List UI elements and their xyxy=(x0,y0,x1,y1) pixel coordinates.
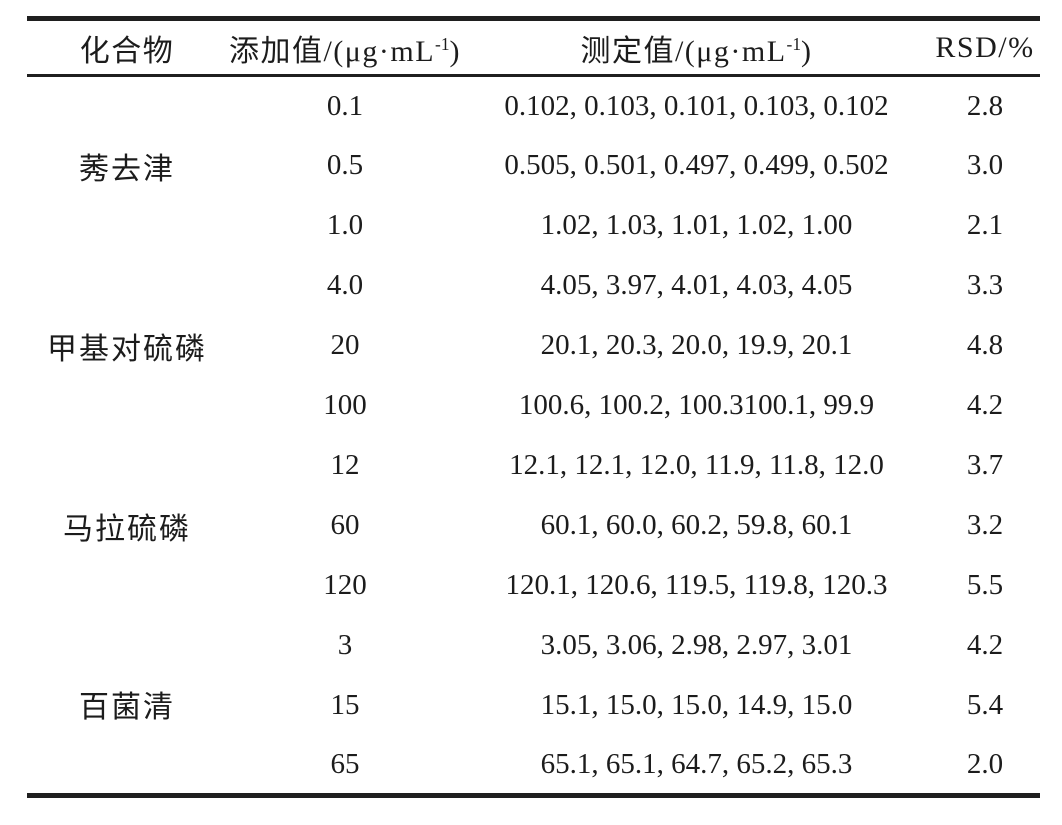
cell-rsd: 2.8 xyxy=(966,89,1004,122)
cell-rsd: 3.3 xyxy=(966,269,1004,301)
table-row: 65 65.1, 65.1, 64.7, 65.2, 65.3 2.0 xyxy=(27,736,1040,796)
cell-added-value: 3 xyxy=(337,629,353,661)
table-row: 100 100.6, 100.2, 100.3100.1, 99.9 4.2 xyxy=(27,376,1040,436)
cell-rsd: 5.5 xyxy=(966,569,1004,601)
cell-rsd: 3.0 xyxy=(966,149,1004,181)
cell-measured-values: 60.1, 60.0, 60.2, 59.8, 60.1 xyxy=(540,509,853,541)
cell-added-value: 4.0 xyxy=(326,269,364,301)
table-row: 60 60.1, 60.0, 60.2, 59.8, 60.1 3.2 xyxy=(27,496,1040,556)
cell-added-value: 60 xyxy=(330,509,360,541)
cell-added-value: 100 xyxy=(323,389,367,421)
measured-unit-superscript: -1 xyxy=(786,33,802,54)
cell-compound: 莠去津 xyxy=(79,153,175,187)
cell-added-value: 120 xyxy=(323,569,367,601)
cell-measured-values: 3.05, 3.06, 2.98, 2.97, 3.01 xyxy=(540,629,853,661)
cell-rsd: 2.1 xyxy=(966,209,1004,241)
cell-rsd: 4.2 xyxy=(966,389,1004,421)
table-row: 莠去津 0.1 0.102, 0.103, 0.101, 0.103, 0.10… xyxy=(27,76,1040,187)
column-header-compound: 化合物 xyxy=(79,34,175,68)
cell-rsd: 5.4 xyxy=(966,689,1004,721)
table-row: 马拉硫磷 12 12.1, 12.1, 12.0, 11.9, 11.8, 12… xyxy=(27,436,1040,546)
cell-rsd: 4.2 xyxy=(966,629,1004,661)
recovery-table: 化合物 添加值/(μg·mL-1) 测定值/(μg·mL-1) RSD/% 莠去… xyxy=(27,16,1040,798)
measured-unit-suffix: ) xyxy=(801,34,813,68)
table-row: 15 15.1, 15.0, 15.0, 14.9, 15.0 5.4 xyxy=(27,676,1040,736)
column-header-measured-value: 测定值/(μg·mL-1) xyxy=(463,19,930,76)
table-row: 0.5 0.505, 0.501, 0.497, 0.499, 0.502 3.… xyxy=(27,136,1040,196)
table-row: 20 20.1, 20.3, 20.0, 19.9, 20.1 4.8 xyxy=(27,316,1040,376)
cell-added-value: 0.5 xyxy=(326,149,364,181)
cell-measured-values: 100.6, 100.2, 100.3100.1, 99.9 xyxy=(518,389,875,421)
column-header-rsd: RSD/% xyxy=(935,30,1035,64)
table-row: 百菌清 3 3.05, 3.06, 2.98, 2.97, 3.01 4.2 xyxy=(27,616,1040,724)
cell-measured-values: 20.1, 20.3, 20.0, 19.9, 20.1 xyxy=(540,329,853,361)
cell-measured-values: 15.1, 15.0, 15.0, 14.9, 15.0 xyxy=(540,689,853,721)
cell-compound: 甲基对硫磷 xyxy=(47,332,207,366)
cell-measured-values: 1.02, 1.03, 1.01, 1.02, 1.00 xyxy=(540,209,853,241)
cell-rsd: 3.7 xyxy=(966,449,1004,481)
cell-measured-values: 120.1, 120.6, 119.5, 119.8, 120.3 xyxy=(505,569,888,601)
added-unit-prefix: 添加值/(μg·mL xyxy=(228,34,436,68)
cell-measured-values: 12.1, 12.1, 12.0, 11.9, 11.8, 12.0 xyxy=(509,449,884,481)
cell-rsd: 3.2 xyxy=(966,509,1004,541)
cell-added-value: 1.0 xyxy=(326,209,364,241)
header-row: 化合物 添加值/(μg·mL-1) 测定值/(μg·mL-1) RSD/% xyxy=(27,19,1040,76)
cell-compound: 马拉硫磷 xyxy=(63,512,191,546)
column-header-added-value: 添加值/(μg·mL-1) xyxy=(227,19,463,76)
table-row: 120 120.1, 120.6, 119.5, 119.8, 120.3 5.… xyxy=(27,556,1040,616)
added-unit-superscript: -1 xyxy=(435,33,450,54)
table-row: 1.0 1.02, 1.03, 1.01, 1.02, 1.00 2.1 xyxy=(27,196,1040,256)
table-body: 莠去津 0.1 0.102, 0.103, 0.101, 0.103, 0.10… xyxy=(27,76,1040,796)
table-row: 甲基对硫磷 4.0 4.05, 3.97, 4.01, 4.03, 4.05 3… xyxy=(27,256,1040,366)
cell-measured-values: 4.05, 3.97, 4.01, 4.03, 4.05 xyxy=(540,269,853,301)
cell-added-value: 20 xyxy=(330,329,360,361)
cell-rsd: 2.0 xyxy=(966,747,1004,780)
cell-measured-values: 0.505, 0.501, 0.497, 0.499, 0.502 xyxy=(504,149,889,181)
cell-added-value: 15 xyxy=(330,689,360,721)
table-header: 化合物 添加值/(μg·mL-1) 测定值/(μg·mL-1) RSD/% xyxy=(27,19,1040,76)
cell-added-value: 12 xyxy=(330,449,360,481)
measured-unit-prefix: 测定值/(μg·mL xyxy=(580,34,787,68)
cell-added-value: 65 xyxy=(330,747,360,780)
cell-measured-values: 65.1, 65.1, 64.7, 65.2, 65.3 xyxy=(540,747,853,780)
cell-rsd: 4.8 xyxy=(966,329,1004,361)
cell-added-value: 0.1 xyxy=(326,89,364,122)
cell-compound: 百菌清 xyxy=(79,691,175,725)
added-unit-suffix: ) xyxy=(449,34,462,68)
cell-measured-values: 0.102, 0.103, 0.101, 0.103, 0.102 xyxy=(504,89,889,122)
